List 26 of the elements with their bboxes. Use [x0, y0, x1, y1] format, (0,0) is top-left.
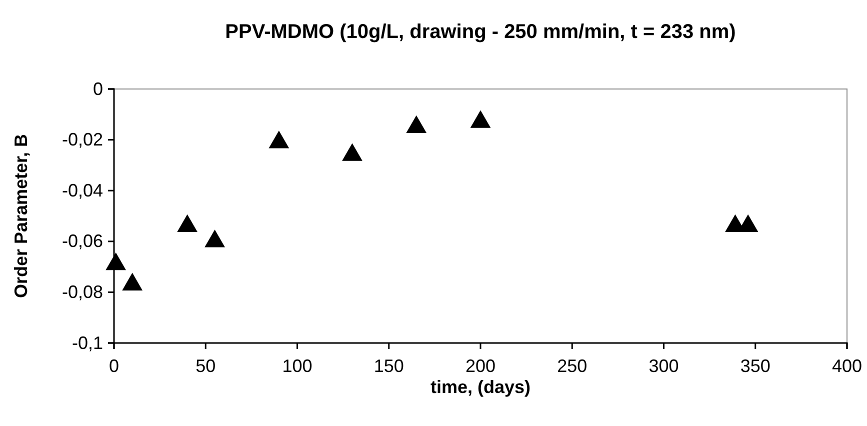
point — [204, 230, 225, 248]
y-tick-label: -0,08 — [62, 282, 103, 302]
x-tick-label: 400 — [832, 356, 862, 376]
x-tick-label: 350 — [740, 356, 770, 376]
y-tick-label: -0,1 — [72, 332, 103, 353]
x-tick-label: 150 — [374, 356, 404, 376]
y-tick-label: 0 — [92, 78, 103, 99]
point — [470, 110, 491, 128]
point — [406, 115, 427, 133]
x-tick-label: 100 — [282, 356, 312, 376]
x-tick-label: 0 — [108, 356, 120, 376]
x-tick-label: 200 — [465, 356, 496, 376]
y-axis-title: Order Parameter, B — [11, 134, 31, 298]
point — [106, 252, 126, 270]
y-tick-label: -0,06 — [62, 231, 103, 252]
chart-title: PPV-MDMO (10g/L, drawing - 250 mm/min, t = 233 nm) — [225, 21, 736, 43]
x-tick-label: 250 — [557, 356, 588, 376]
point — [342, 143, 362, 161]
point — [177, 214, 198, 232]
point — [268, 130, 290, 148]
y-tick-label: -0,02 — [62, 130, 103, 150]
y-tick-label: -0,04 — [62, 180, 103, 200]
x-tick-label: 300 — [648, 356, 679, 376]
point — [122, 272, 143, 290]
x-axis-title: time, (days) — [430, 377, 531, 397]
x-tick-label: 50 — [196, 356, 216, 376]
